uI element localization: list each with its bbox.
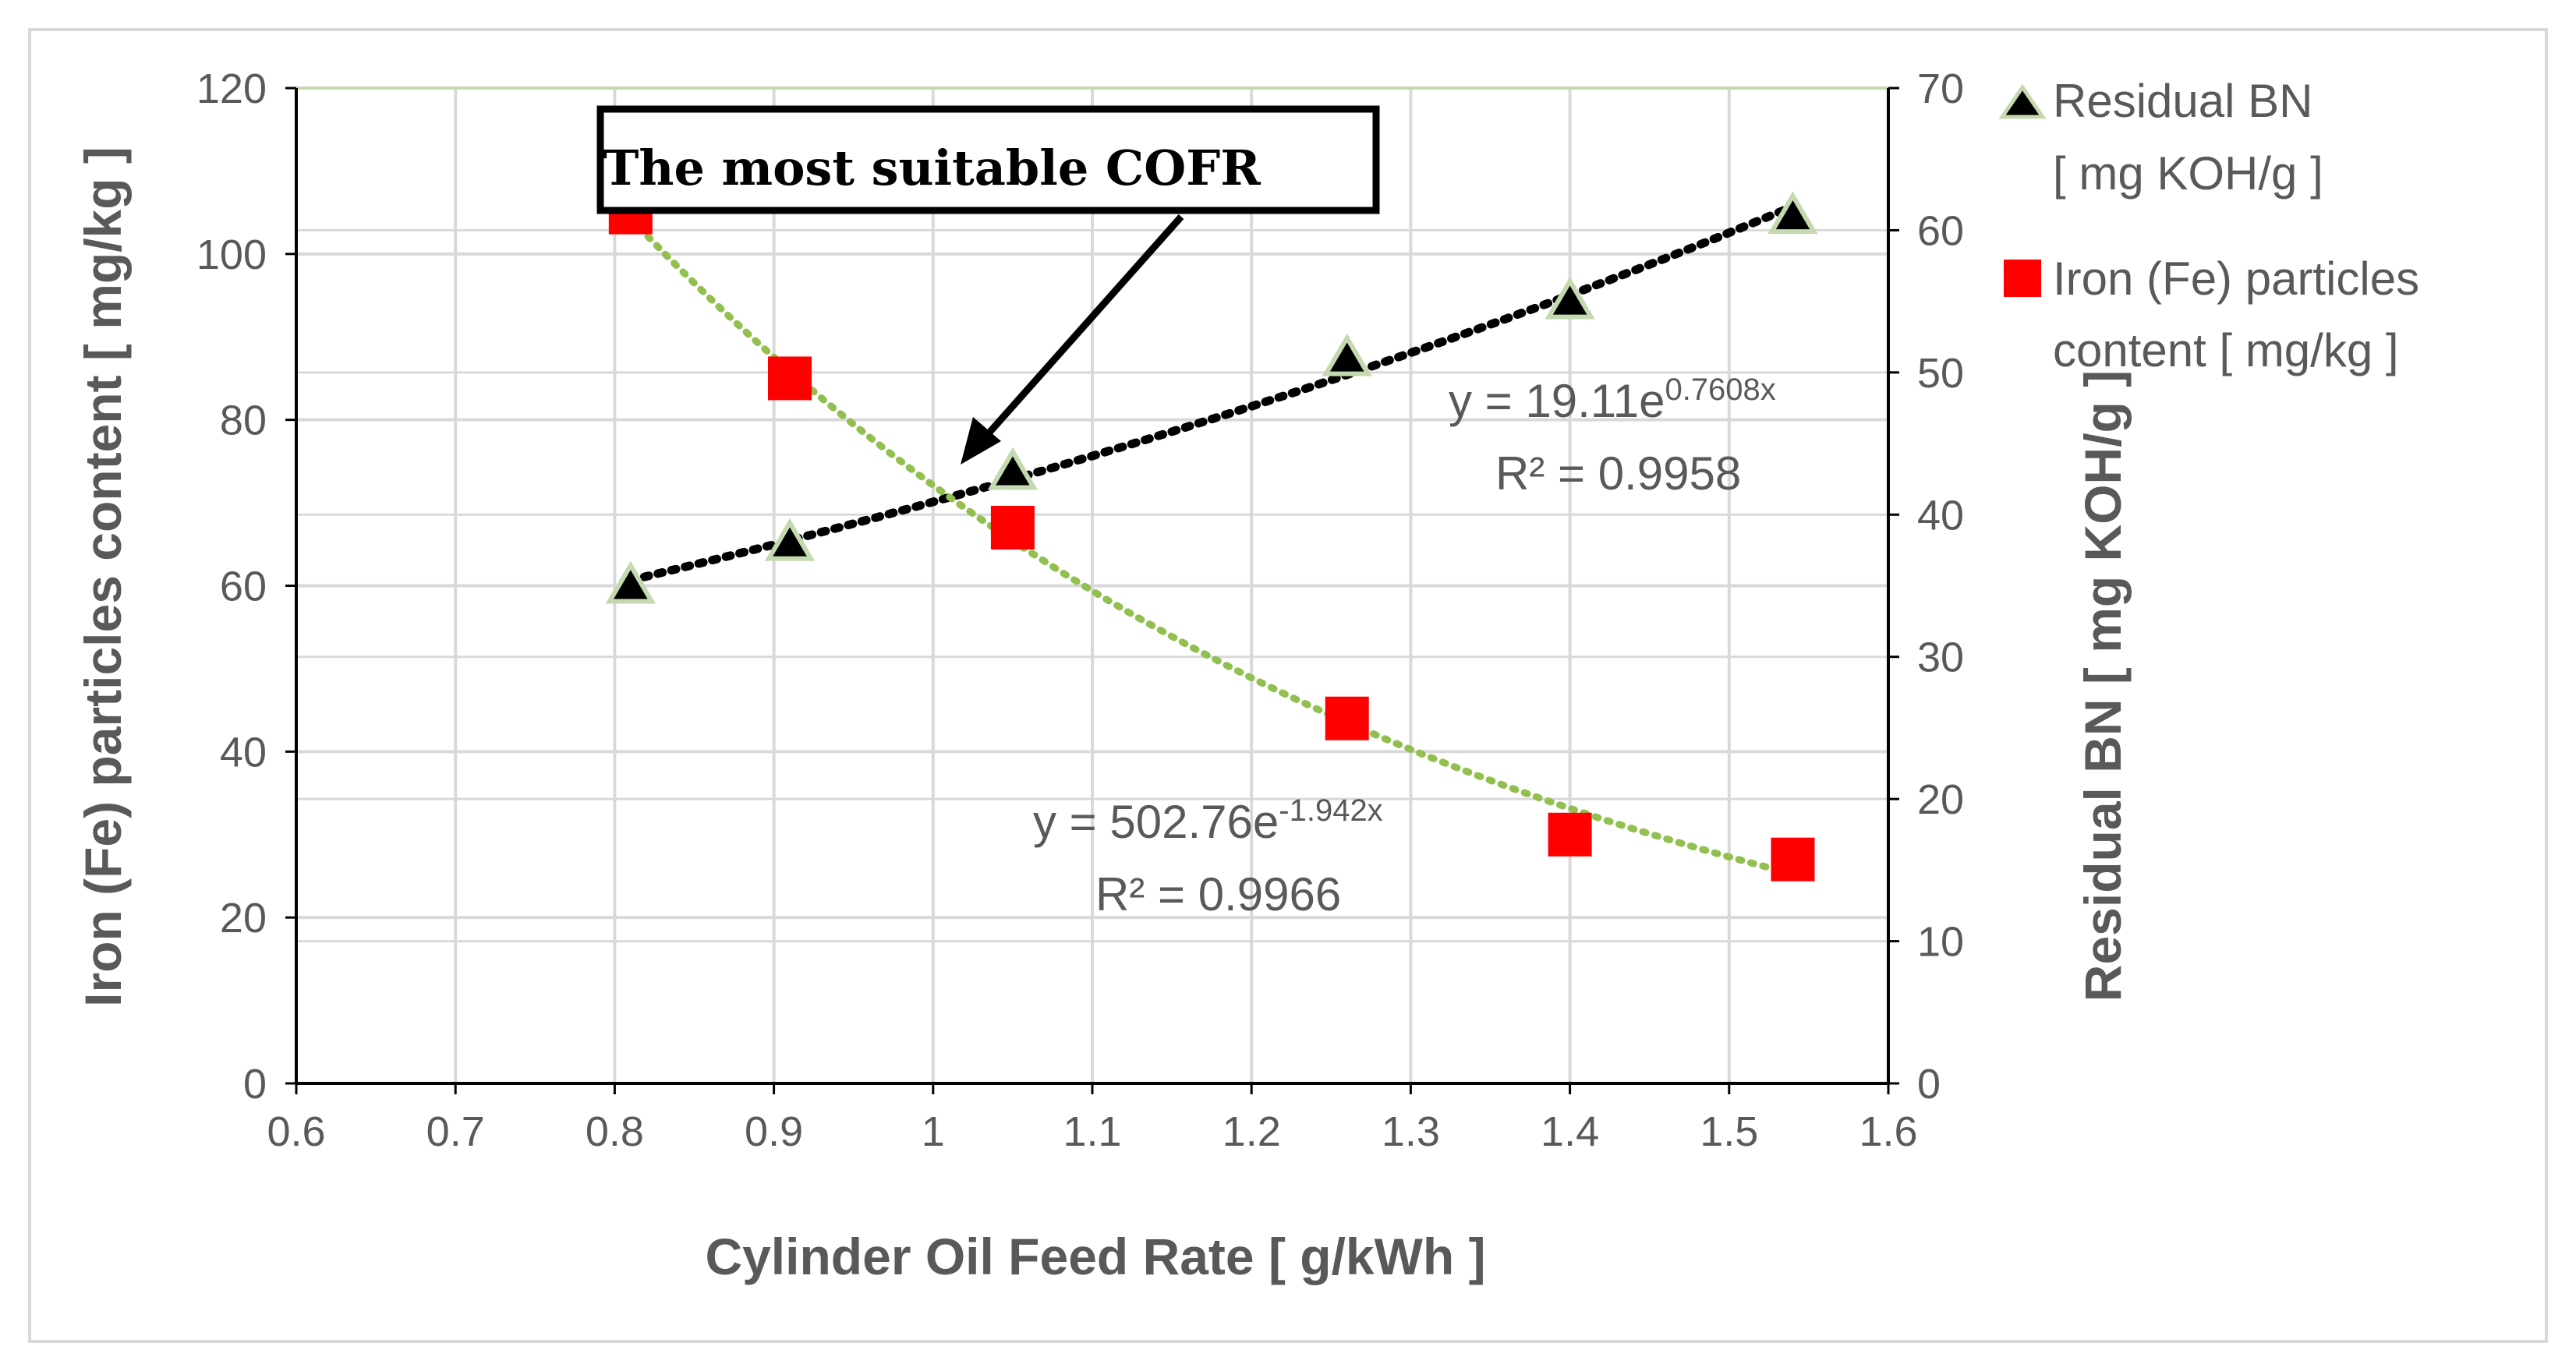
bn-data-point: [1767, 191, 1818, 235]
fe-data-point: [990, 506, 1035, 550]
grid: [296, 87, 1890, 1083]
x-tick-label: 1.6: [1859, 1108, 1917, 1155]
x-axis-title: Cylinder Oil Feed Rate [ g/kWh ]: [705, 1228, 1485, 1285]
y2-tick-label: 70: [1917, 65, 1964, 112]
fe-data-point: [1548, 812, 1592, 857]
cofr-callout: The most suitable COFR: [596, 105, 1380, 465]
x-tick-label: 0.6: [267, 1108, 325, 1155]
y-tick-label: 40: [220, 729, 267, 776]
y2-tick-label: 30: [1917, 634, 1964, 681]
fe-trend-r2: R² = 0.9966: [1095, 868, 1341, 920]
bn-data-point: [1322, 333, 1372, 376]
y2-tick-label: 40: [1917, 492, 1964, 539]
chart-frame: [28, 28, 2548, 1343]
x-tick-label: 1.1: [1063, 1108, 1121, 1155]
bn-equation-base: y = 19.11e: [1449, 375, 1665, 427]
fe-data-point: [768, 356, 812, 401]
legend-bn-line1: Residual BN: [2053, 75, 2313, 127]
y-axis-title: Iron (Fe) particles content [ mg/kg ]: [74, 147, 132, 1007]
y-tick-label: 100: [196, 231, 267, 278]
bn-data-point: [605, 560, 656, 604]
axes: [285, 87, 1899, 1094]
bn-data-point: [1545, 276, 1595, 320]
callout-text: The most suitable COFR: [603, 140, 1261, 196]
x-tick-label: 1.4: [1541, 1108, 1599, 1155]
callout-arrow-shaft: [979, 214, 1184, 443]
legend-bn-line2: [ mg KOH/g ]: [2053, 147, 2323, 200]
bn-data-point: [764, 518, 816, 561]
y-tick-label: 80: [220, 398, 267, 444]
bn-trendline: [626, 202, 1797, 585]
fe-trendline: [627, 214, 1796, 878]
y-tick-label: 0: [243, 1061, 267, 1108]
fe-equation-base: y = 502.76e: [1033, 796, 1279, 848]
x-tick-label: 1.3: [1382, 1108, 1440, 1155]
fe-equation-exponent: -1.942x: [1279, 793, 1382, 828]
legend: Residual BN [ mg KOH/g ] Iron (Fe) parti…: [1998, 75, 2419, 376]
y2-tick-label: 0: [1917, 1061, 1941, 1108]
legend-fe-line2: content [ mg/kg ]: [2053, 324, 2399, 376]
callout-arrowhead: [961, 417, 1001, 465]
legend-fe-line1: Iron (Fe) particles: [2053, 253, 2419, 305]
bn-trend-equation: y = 19.11e0.7608x: [1449, 373, 1776, 427]
x-tick-label: 0.8: [586, 1108, 644, 1155]
x-tick-label: 0.7: [426, 1108, 485, 1155]
y-tick-label: 20: [220, 895, 267, 942]
y2-tick-label: 60: [1917, 207, 1964, 254]
x-tick-label: 1: [922, 1108, 945, 1155]
y2-axis-title: Residual BN [ mg KOH/g ]: [2074, 370, 2132, 1002]
fe-trend-equation: y = 502.76e-1.942x: [1033, 793, 1383, 848]
callout-box: [596, 105, 1380, 214]
y-tick-label: 60: [220, 564, 267, 610]
bn-trend-r2: R² = 0.9958: [1495, 447, 1741, 500]
legend-triangle-marker: [1998, 83, 2047, 119]
trendlines: [626, 202, 1797, 878]
data-points: [605, 190, 1818, 882]
x-tick-label: 1.2: [1223, 1108, 1281, 1155]
y2-tick-label: 10: [1917, 919, 1964, 966]
bn-equation-exponent: 0.7608x: [1665, 373, 1775, 407]
x-tick-label: 0.9: [745, 1108, 803, 1155]
fe-data-point: [1771, 837, 1815, 882]
legend-square-marker: [2004, 260, 2041, 297]
fe-data-point: [1325, 696, 1369, 740]
y2-tick-label: 20: [1917, 776, 1964, 823]
x-tick-label: 1.5: [1700, 1108, 1758, 1155]
bn-data-point: [987, 447, 1039, 490]
axis-labels: 0.6 0.7 0.8 0.9 1 1.1 1.2 1.3 1.4 1.5 1.6020406080…: [196, 65, 1964, 1155]
y-tick-label: 120: [196, 65, 267, 112]
y2-tick-label: 50: [1917, 350, 1964, 397]
